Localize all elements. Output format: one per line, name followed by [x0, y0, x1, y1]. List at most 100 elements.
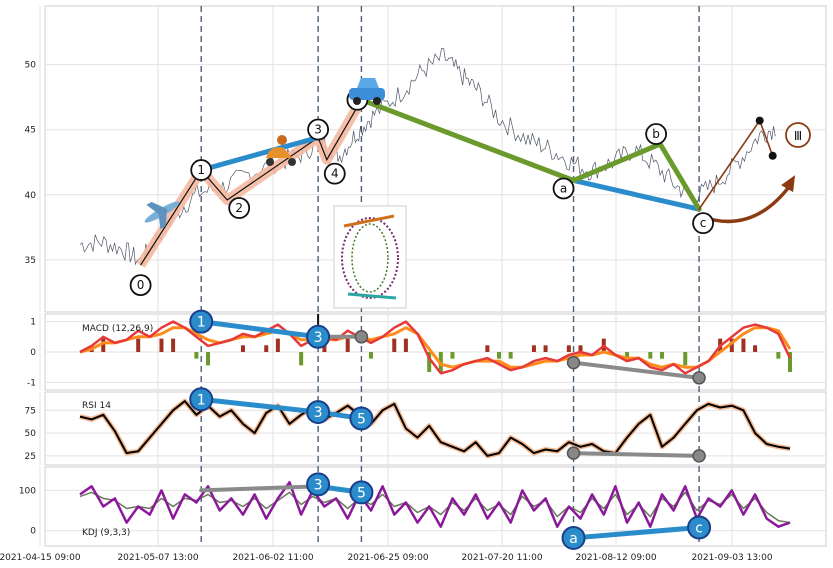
price-series-line [79, 48, 776, 266]
thumb-track [343, 214, 395, 228]
macd-blue-swing [198, 319, 321, 340]
macd-hist-bar [450, 352, 455, 359]
kdj-bubble-5-label: 5 [357, 485, 366, 501]
wave-III-marker [785, 122, 811, 148]
scooter-rider [277, 135, 287, 145]
rsi-bubble-3-label: 3 [314, 405, 323, 421]
price-y-tick: 40 [25, 191, 37, 201]
macd-hist-bar [648, 352, 653, 359]
macd-hist-bar [753, 345, 758, 352]
rsi-bubble-5 [349, 406, 374, 431]
thumb-ring [341, 217, 399, 299]
rsi-y-tick: 75 [25, 406, 36, 416]
wave-marker-3 [307, 118, 330, 141]
car-wheel [373, 97, 381, 105]
price-panel: Ⅲ012345abc [79, 48, 811, 297]
kdj-bubble-3-label: 3 [314, 477, 323, 493]
kdj-y-tick: 100 [19, 486, 36, 496]
macd-hist-bar [543, 345, 548, 352]
macd-gray-swing-2 [571, 360, 702, 380]
price-y-tick: 35 [25, 256, 36, 266]
wave-a-c-line [571, 177, 702, 212]
kdj-bubble-3 [306, 472, 331, 497]
macd-hist-bar [625, 352, 630, 359]
wave-label-a: a [560, 181, 567, 195]
macd-dot [692, 371, 706, 385]
wave-label-c: c [700, 216, 707, 230]
ferris-wheel-icon [333, 205, 407, 309]
projection-arrow [702, 183, 793, 224]
kdj-panel-label: KDJ (9,3,3) [82, 528, 130, 538]
x-tick-label: 2021-07-20 11:00 [461, 553, 542, 563]
rsi-panel: 1 3 5 [79, 387, 791, 463]
car-icon [349, 78, 385, 105]
macd-hist-bar [729, 338, 734, 352]
kdj-bubble-5 [349, 480, 374, 505]
macd-hist-bar [485, 345, 490, 352]
macd-dot [566, 355, 581, 370]
macd-hist-bar [368, 352, 373, 359]
macd-y-tick: 0 [30, 348, 36, 358]
airplane-icon [144, 201, 180, 230]
wave-marker-2 [228, 197, 251, 219]
kdj-blue-swing-2 [571, 524, 702, 541]
thumb-track [347, 292, 397, 300]
car-roof [357, 78, 379, 88]
x-tick-label: 2021-09-03 13:00 [691, 553, 772, 563]
projection-node [768, 151, 777, 160]
macd-hist-bar [240, 345, 245, 352]
kdj-panel: 3 5 a c [79, 472, 791, 550]
kdj-k-line [79, 481, 791, 528]
macd-hist-bar [566, 345, 571, 352]
kdj-y-tick: 0 [30, 527, 36, 537]
macd-hist-bar [264, 345, 269, 352]
wave-marker-c [692, 212, 714, 235]
rsi-dot [566, 446, 581, 460]
wave-5-a-line [358, 97, 577, 183]
wave-marker-a [552, 177, 575, 200]
kdj-bubble-a [561, 525, 586, 550]
projection-arrowhead [781, 175, 796, 193]
thumb-frame [333, 205, 407, 309]
macd-hist-bar [741, 338, 746, 352]
macd-line [79, 320, 792, 375]
wave-label-4: 4 [331, 167, 339, 181]
macd-hist-bar [497, 352, 502, 359]
wave-1-3-line [198, 135, 321, 173]
macd-panel-label: MACD (12,26,9) [82, 324, 153, 334]
wave-label-1: 1 [197, 163, 205, 177]
wave-label-0: 0 [137, 278, 145, 292]
macd-y-tick: 1 [30, 318, 36, 328]
projection-down-line [758, 119, 774, 157]
wave-label-b: b [652, 127, 660, 141]
wave-a-b-line [571, 141, 663, 183]
macd-hist-bar [403, 338, 408, 352]
price-y-tick: 45 [25, 126, 36, 136]
wave-marker-1 [190, 159, 213, 181]
rsi-bubble-5-label: 5 [357, 411, 366, 427]
macd-bubble-1-label: 1 [197, 315, 206, 331]
car-wheel [353, 97, 361, 105]
macd-dot [354, 330, 369, 344]
car-body [349, 88, 385, 100]
kdj-bubble-c-label: c [695, 520, 703, 536]
price-frame [44, 5, 827, 313]
macd-bubble-3-label: 3 [314, 330, 323, 346]
x-tick-label: 2021-06-25 09:00 [347, 553, 428, 563]
macd-hist-bar [531, 345, 536, 352]
rsi-dot [692, 449, 706, 463]
impulse-line [140, 99, 362, 266]
wave-marker-b [645, 123, 668, 145]
wave-marker-4 [323, 162, 346, 185]
macd-hist-bar [345, 338, 350, 352]
scooter-icon [266, 135, 296, 166]
macd-hist-bar [206, 352, 211, 366]
macd-hist-bar [659, 352, 664, 359]
macd-hist-bar [508, 352, 513, 359]
rsi-y-tick: 25 [25, 452, 36, 462]
macd-hist-bar [392, 338, 397, 352]
scooter-wheel [288, 158, 296, 166]
x-tick-label: 2021-06-02 11:00 [232, 553, 313, 563]
decorative-icons [144, 78, 407, 309]
